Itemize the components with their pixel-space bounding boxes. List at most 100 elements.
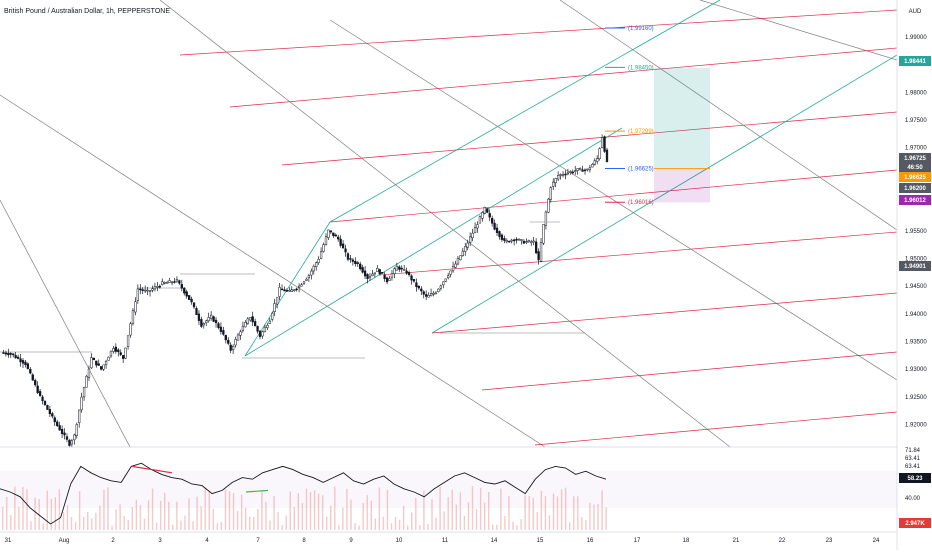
candle	[214, 317, 218, 328]
candle	[139, 284, 142, 295]
candle-body	[53, 417, 56, 423]
candle-body	[559, 174, 562, 176]
volume-bar	[386, 489, 389, 530]
candle	[508, 240, 511, 243]
candle-body	[578, 168, 582, 171]
candle	[60, 425, 64, 438]
candle-body	[283, 289, 286, 292]
volume-bar	[362, 502, 364, 530]
candle	[207, 312, 210, 323]
candle	[302, 281, 306, 286]
drawing-tools-layer[interactable]	[0, 0, 898, 448]
candle	[65, 433, 69, 443]
candle	[268, 317, 271, 325]
time-tick-label: Aug	[59, 538, 70, 544]
volume-bar	[532, 498, 534, 530]
volume-bar	[289, 491, 291, 530]
candle-body	[549, 187, 552, 200]
candle	[288, 287, 291, 292]
candle	[373, 272, 377, 278]
candle-body	[271, 312, 274, 320]
pitchfork-line	[379, 231, 898, 276]
candle-body	[417, 285, 420, 289]
candle	[337, 234, 340, 242]
volume-bar	[58, 489, 61, 530]
candle	[236, 333, 240, 341]
volume-bar	[415, 498, 417, 530]
candle	[166, 280, 169, 284]
volume-bar	[577, 496, 579, 530]
candle	[390, 269, 394, 281]
candle-body	[317, 259, 320, 263]
time-tick-label: 10	[396, 538, 403, 544]
candle-body	[600, 137, 604, 148]
annotation-label: (1.97299)	[628, 129, 654, 135]
volume-bar	[573, 496, 575, 530]
candle	[141, 287, 144, 295]
candle-body	[129, 323, 132, 336]
candle	[400, 265, 403, 273]
candle-body	[46, 404, 49, 410]
candle-body	[454, 263, 457, 268]
candle	[131, 308, 135, 326]
candle-body	[371, 273, 374, 277]
candle-body	[605, 149, 609, 162]
rsi-tick-label: 63.41	[905, 464, 921, 470]
candle	[410, 274, 413, 285]
candle	[58, 421, 61, 431]
volume-bar	[95, 512, 97, 530]
volume-bar	[479, 487, 482, 530]
candle-body	[503, 238, 506, 241]
candle	[185, 289, 188, 299]
volume-bar	[26, 489, 28, 530]
price-tag-label: 1.96625	[904, 175, 926, 181]
candle	[444, 278, 447, 283]
candle-body	[297, 285, 301, 288]
candle	[229, 342, 232, 354]
candle-body	[315, 262, 318, 268]
candle	[395, 262, 399, 271]
volume-bar	[297, 493, 300, 530]
candle-body	[498, 231, 501, 237]
volume-bar	[22, 486, 24, 530]
volume-bar	[540, 490, 543, 530]
candle	[451, 261, 455, 273]
candle	[168, 277, 171, 283]
candle-body	[447, 275, 450, 279]
volume-bar	[556, 496, 559, 530]
candle-body	[36, 385, 39, 394]
rsi-panel[interactable]: 71.84 63.41 63.41 40.00 58.23 2.947K	[0, 446, 931, 530]
candle-body	[486, 208, 489, 213]
candle-body	[38, 391, 42, 396]
candle-body	[593, 160, 596, 165]
candle	[371, 269, 374, 277]
candle-body	[151, 288, 154, 291]
volume-bar	[208, 490, 210, 530]
candle	[491, 215, 494, 227]
volume-bar	[475, 508, 478, 530]
candle-body	[4, 352, 8, 355]
candle	[488, 209, 491, 222]
candle	[493, 219, 496, 231]
volume-value-label: 2.947K	[905, 521, 925, 527]
candle-body	[388, 278, 391, 281]
candle	[146, 286, 149, 296]
volume-bar	[398, 519, 401, 530]
candle-body	[56, 421, 59, 426]
candle-body	[217, 323, 220, 328]
candle	[192, 302, 196, 309]
candle-body	[207, 317, 210, 322]
volume-bar	[496, 524, 498, 530]
candle-body	[349, 258, 352, 260]
candle-body	[122, 355, 125, 359]
volume-bar	[99, 505, 101, 530]
candle	[432, 290, 435, 297]
candle	[256, 325, 259, 334]
volume-bar	[216, 523, 219, 530]
candle-body	[491, 218, 494, 224]
pitchfork-line	[534, 411, 898, 446]
candle-body	[363, 270, 367, 277]
